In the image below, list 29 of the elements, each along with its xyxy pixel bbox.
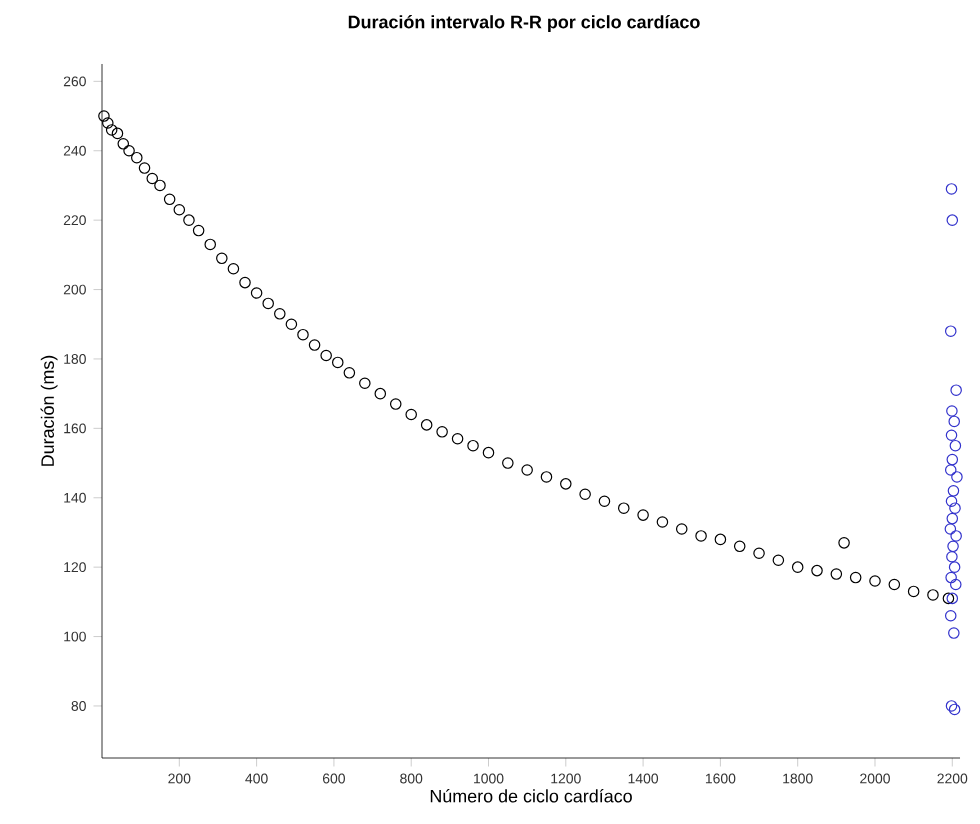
point — [950, 530, 962, 542]
point — [944, 609, 957, 622]
point — [945, 700, 958, 712]
point — [944, 523, 957, 535]
point — [944, 325, 957, 337]
point — [948, 703, 961, 716]
point — [948, 561, 961, 573]
point — [951, 471, 963, 483]
point — [949, 439, 962, 452]
point — [946, 550, 958, 563]
point — [949, 578, 962, 591]
point — [945, 429, 958, 442]
point — [948, 627, 960, 639]
point — [945, 183, 958, 195]
point — [944, 464, 957, 476]
point — [949, 502, 961, 514]
point — [946, 512, 959, 525]
chart-title: Duración intervalo R-R por ciclo cardíaco — [348, 15, 700, 32]
point — [950, 384, 962, 396]
point — [948, 415, 961, 428]
point — [946, 214, 959, 226]
point — [945, 495, 958, 507]
x-axis-title: Número de ciclo cardíaco — [430, 789, 632, 803]
point — [946, 405, 958, 417]
point — [947, 540, 959, 553]
point — [947, 485, 960, 497]
point — [946, 453, 959, 466]
point — [945, 571, 957, 584]
y-axis-title: Duración (ms) — [40, 355, 58, 466]
